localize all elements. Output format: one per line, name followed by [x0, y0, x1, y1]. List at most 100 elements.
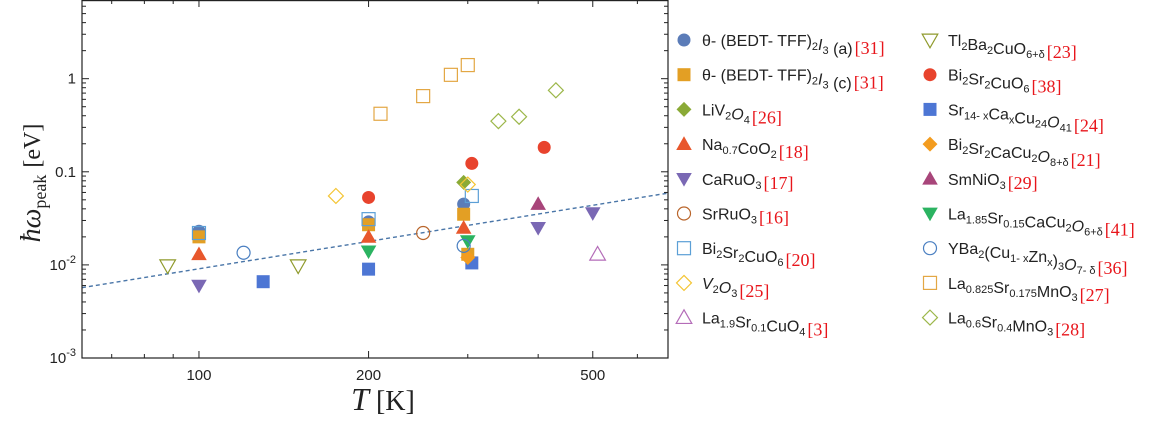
- data-point: [362, 190, 376, 204]
- legend-label: Tl2Ba2CuO6+δ [23]: [948, 33, 1077, 62]
- data-point: [416, 225, 431, 241]
- data-point: [459, 176, 477, 193]
- legend-label: LiV2O4 [26]: [702, 102, 782, 127]
- data-point: [537, 140, 551, 154]
- legend-item: Sr14- xCaxCu24O41 [24]: [923, 102, 1104, 135]
- data-point: [457, 207, 471, 221]
- legend-label: SrRuO3 [16]: [702, 207, 789, 228]
- y-tick-label: 10-3: [50, 347, 76, 367]
- y-tick-label: 10-2: [50, 254, 76, 274]
- data-point: [361, 212, 376, 227]
- legend-item: SmNiO3 [29]: [922, 171, 1038, 193]
- legend-marker: [677, 33, 691, 47]
- y-tick-label: 1: [68, 71, 76, 88]
- data-point: [360, 229, 377, 243]
- data-points-layer: [158, 57, 607, 294]
- series-8: [588, 245, 607, 261]
- legend-label: La1.9Sr0.1CuO4 [3]: [702, 311, 828, 340]
- x-tick-label: 100: [186, 367, 211, 384]
- legend-item: La0.6Sr0.4MnO3 [28]: [921, 309, 1085, 340]
- x-tick-label: 500: [580, 367, 605, 384]
- series-17: [490, 81, 565, 130]
- series-2: [456, 174, 472, 190]
- legend-item: Na0.7CoO2 [18]: [676, 136, 809, 162]
- data-point: [158, 259, 177, 275]
- legend-item: YBa2(Cu1- xZnx)3O7- δ [36]: [922, 241, 1128, 278]
- data-point: [191, 246, 207, 261]
- legend-label: Bi2Sr2CaCu2O8+δ [21]: [948, 137, 1101, 170]
- legend-item: Bi2Sr2CuO6 [20]: [676, 241, 816, 270]
- legend-marker: [922, 241, 938, 256]
- legend-marker: [676, 206, 692, 221]
- data-point: [459, 235, 476, 249]
- series-1: [192, 207, 475, 261]
- legend-label: YBa2(Cu1- xZnx)3O7- δ [36]: [948, 241, 1128, 278]
- legend-item: LiV2O4 [26]: [676, 101, 782, 127]
- y-axis-label: ħωpeak [eV]: [16, 124, 50, 243]
- data-point: [456, 174, 472, 190]
- legend-label: θ- (BEDT- TFF)2I3 (a) [31]: [702, 33, 885, 58]
- legend-item: SrRuO3 [16]: [676, 206, 789, 228]
- data-point: [530, 221, 546, 236]
- data-point: [460, 250, 476, 265]
- legend-item: θ- (BEDT- TFF)2I3 (a) [31]: [677, 33, 885, 58]
- legend-marker: [922, 171, 938, 185]
- legend-label: θ- (BEDT- TFF)2I3 (c) [31]: [702, 68, 884, 93]
- legend-label: Bi2Sr2CuO6 [38]: [948, 68, 1062, 97]
- y-tick-label: 0.1: [55, 164, 76, 181]
- data-point: [362, 218, 376, 232]
- plot-frame: [81, 0, 669, 359]
- series-5: [416, 225, 431, 241]
- legend-label: CaRuO3 [17]: [702, 172, 793, 193]
- legend: θ- (BEDT- TFF)2I3 (a) [31] θ- (BEDT- TFF)2…: [675, 33, 1135, 340]
- data-point: [588, 245, 607, 261]
- y-axis-label-unit: [eV]: [20, 124, 46, 168]
- legend-label: La0.825Sr0.175MnO3 [27]: [948, 276, 1110, 305]
- series-15: [236, 238, 471, 260]
- legend-item: Bi2Sr2CuO6 [38]: [923, 68, 1062, 97]
- legend-item: V2O3 [25]: [675, 274, 769, 301]
- legend-marker: [676, 101, 692, 117]
- legend-label: La0.6Sr0.4MnO3 [28]: [948, 311, 1085, 340]
- data-point: [510, 108, 528, 126]
- legend-marker: [676, 172, 692, 187]
- x-tick-label: 200: [356, 367, 381, 384]
- data-point: [192, 230, 206, 244]
- x-axis-label-main: T: [351, 381, 371, 417]
- legend-label: SmNiO3 [29]: [948, 172, 1038, 193]
- series-13: [530, 196, 546, 210]
- legend-item: θ- (BEDT- TFF)2I3 (c) [31]: [677, 68, 884, 93]
- data-point: [236, 245, 251, 260]
- data-point: [464, 188, 479, 204]
- series-10: [362, 140, 551, 204]
- series-3: [191, 220, 472, 261]
- data-point: [443, 67, 458, 82]
- legend-marker: [675, 308, 693, 325]
- legend-marker: [676, 241, 692, 256]
- x-axis-label: T [K]: [351, 381, 415, 417]
- x-axis-label-unit: [K]: [376, 386, 415, 417]
- data-point: [289, 259, 308, 275]
- data-point: [455, 220, 472, 234]
- axis-ticks: 100 200 500 10-3 10-2 0.1 1: [50, 0, 668, 384]
- data-point: [584, 207, 601, 221]
- data-point: [256, 275, 270, 289]
- legend-marker: [921, 309, 939, 326]
- series-11: [256, 256, 479, 289]
- legend-item: La1.85Sr0.15CaCu2O6+δ [41]: [922, 207, 1135, 240]
- series-7: [327, 176, 477, 205]
- data-point: [362, 262, 376, 276]
- data-point: [465, 156, 479, 170]
- legend-label: Bi2Sr2CuO6 [20]: [702, 241, 816, 270]
- y-axis-label-main: ħω: [16, 209, 47, 243]
- legend-label: Na0.7CoO2 [18]: [702, 137, 809, 162]
- legend-item: Bi2Sr2CaCu2O8+δ [21]: [922, 136, 1101, 170]
- series-16: [373, 57, 475, 121]
- data-point: [457, 197, 471, 211]
- series-9: [158, 259, 308, 275]
- data-point: [530, 196, 546, 210]
- legend-marker: [675, 274, 693, 292]
- data-point: [490, 112, 507, 130]
- data-point: [191, 225, 207, 241]
